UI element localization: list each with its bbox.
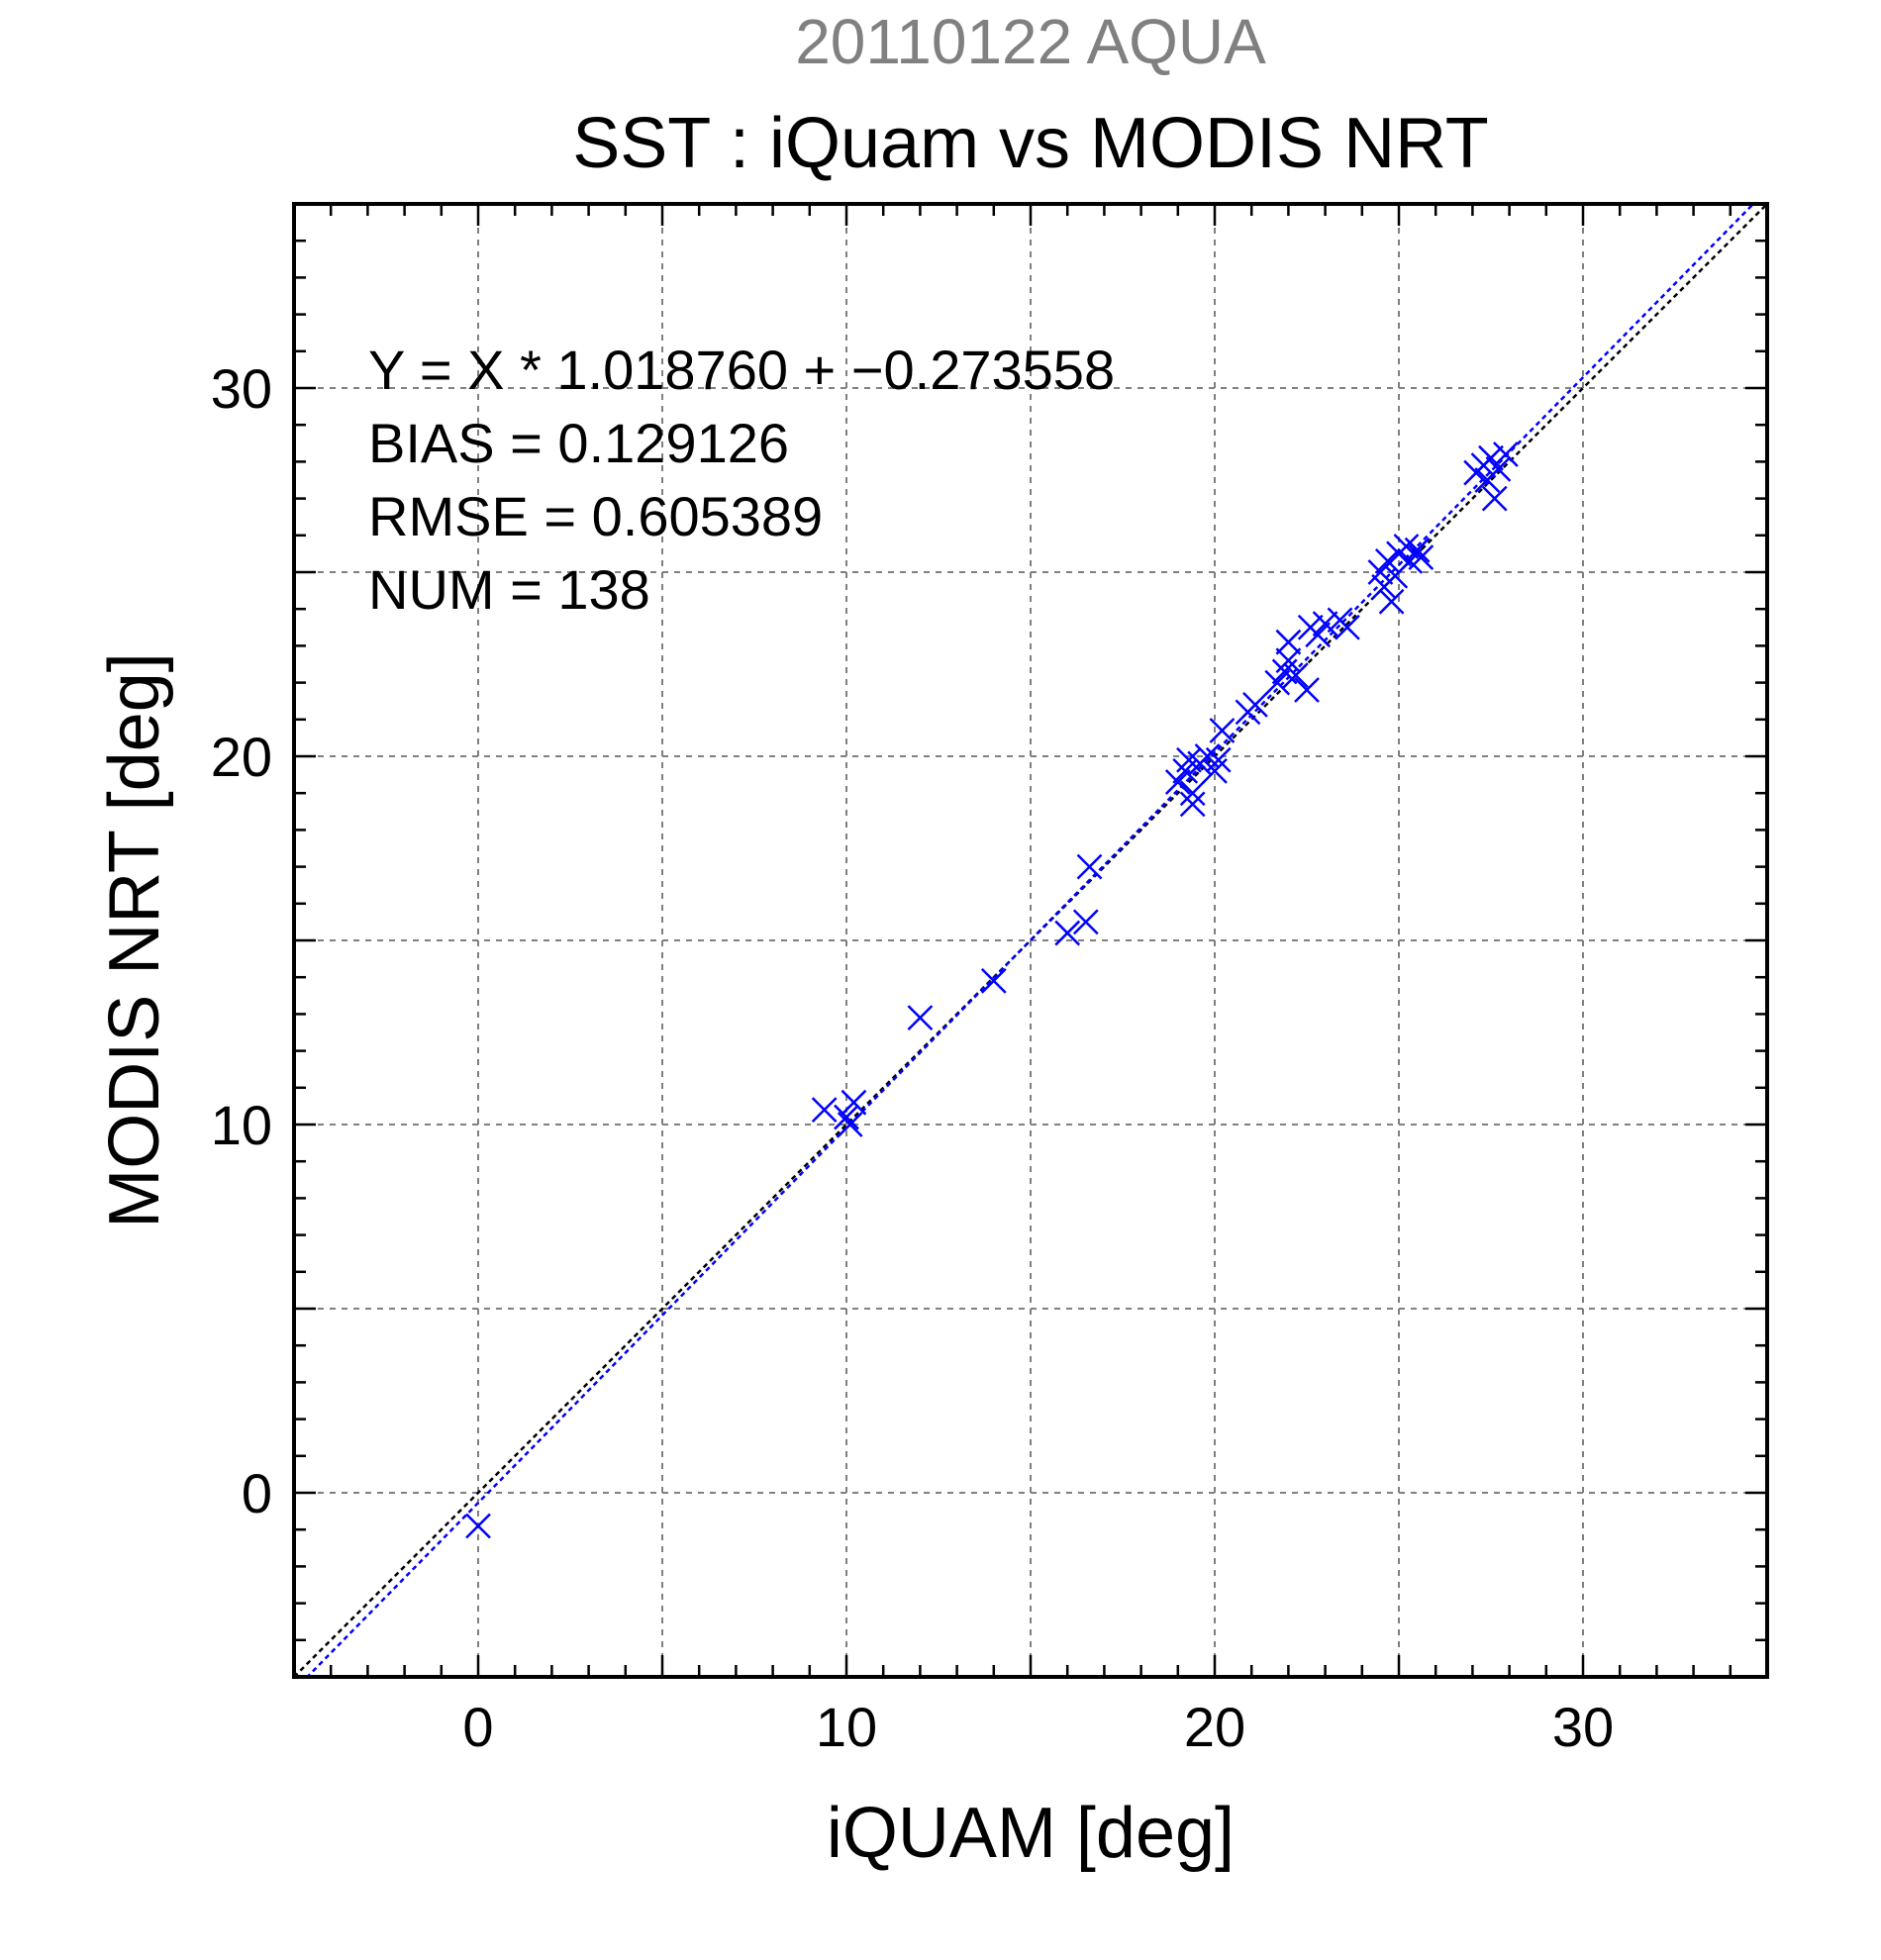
- data-point: [1305, 622, 1332, 648]
- data-point: [1179, 780, 1206, 807]
- data-point: [1164, 769, 1191, 795]
- data-point: [834, 1104, 859, 1130]
- y-tick-label: 10: [211, 1094, 272, 1156]
- data-point: [811, 1097, 838, 1124]
- data-point: [1275, 647, 1302, 674]
- y-axis-label: MODIS NRT [deg]: [95, 652, 174, 1228]
- data-point: [1404, 537, 1431, 563]
- chart-date-title: 20110122 AQUA: [795, 6, 1266, 77]
- data-point: [1054, 920, 1081, 946]
- num-stat: NUM = 138: [368, 558, 650, 621]
- data-point: [1076, 853, 1103, 880]
- data-point: [1242, 692, 1268, 718]
- data-point: [1378, 588, 1405, 615]
- data-point: [841, 1089, 867, 1116]
- data-point: [1408, 544, 1435, 571]
- data-point: [1209, 718, 1236, 743]
- rmse-stat: RMSE = 0.605389: [368, 485, 823, 547]
- regression-line: [305, 204, 1755, 1677]
- data-point: [1072, 909, 1099, 935]
- x-tick-label: 30: [1552, 1696, 1614, 1758]
- data-point: [1485, 455, 1512, 482]
- y-tick-label: 30: [211, 357, 272, 420]
- data-point: [1492, 441, 1519, 467]
- y-tick-label: 20: [211, 726, 272, 788]
- data-point: [1275, 629, 1302, 655]
- x-tick-label: 10: [816, 1696, 877, 1758]
- data-point: [1478, 444, 1504, 471]
- fit-equation: Y = X * 1.018760 + −0.273558: [368, 339, 1115, 401]
- x-tick-label: 20: [1184, 1696, 1245, 1758]
- data-point: [907, 1005, 934, 1031]
- tick-labels: 0 10 20 30 0 10 20 30: [211, 357, 1614, 1758]
- data-point: [1481, 485, 1508, 512]
- data-point: [1264, 669, 1291, 696]
- grid-lines: [294, 204, 1767, 1677]
- x-axis-label: iQUAM [deg]: [827, 1794, 1235, 1873]
- y-tick-label: 0: [242, 1462, 272, 1524]
- bias-stat: BIAS = 0.129126: [368, 412, 789, 474]
- plot-frame: [292, 202, 1769, 1679]
- x-tick-label: 0: [462, 1696, 493, 1758]
- data-point: [1179, 791, 1206, 818]
- stats-annotation: Y = X * 1.018760 + −0.273558 BIAS = 0.12…: [368, 339, 1115, 621]
- data-point: [1312, 611, 1338, 637]
- data-point: [837, 1112, 863, 1137]
- data-point: [465, 1513, 491, 1539]
- data-point: [1374, 547, 1401, 574]
- data-point: [980, 968, 1007, 994]
- data-point: [1335, 614, 1360, 640]
- data-point: [1294, 677, 1320, 703]
- data-point: [1205, 746, 1232, 773]
- data-point: [1282, 662, 1309, 689]
- chart-title: SST : iQuam vs MODIS NRT: [572, 104, 1489, 183]
- data-points: [465, 441, 1519, 1539]
